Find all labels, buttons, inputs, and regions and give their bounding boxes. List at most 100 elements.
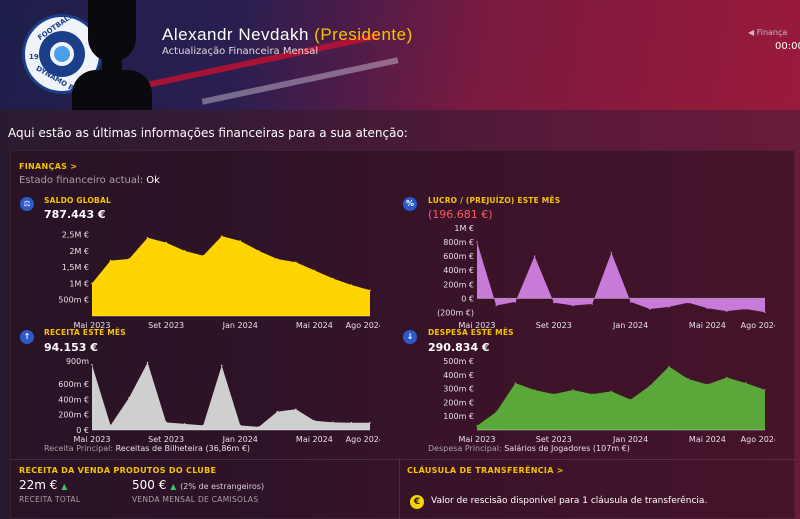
merch-total-amount: 22m € [19,478,58,492]
expense-down-icon: ↓ [403,330,417,344]
intro-text: Aqui estão as últimas informações financ… [8,126,408,140]
y-tick-label: 1M € [454,224,474,233]
euro-coin-icon: € [410,495,424,509]
data-point [572,389,574,391]
merch-revenue-heading: RECEITA DA VENDA PRODUTOS DO CLUBE [19,466,217,475]
data-point [764,311,766,314]
expense-chart[interactable]: 500m € 400m € 300m € 200m € 100m € Mai 2023 Se… [425,355,775,444]
series-area [92,236,370,316]
profit-value: (196.681 €) [428,208,493,221]
data-point [313,420,316,422]
x-tick-label: Mai 2023 [459,321,496,330]
data-point [202,254,204,257]
data-point [276,410,279,413]
y-tick-label: 0 € [76,426,89,435]
data-point [109,259,112,262]
data-point [553,393,555,395]
expense-label: DESPESA ESTE MÊS [428,328,514,337]
data-point [687,301,689,304]
data-point [91,364,93,366]
data-point [91,282,93,285]
profit-label: LUCRO / (PREJUÍZO) ESTE MÊS [428,196,561,205]
data-point [202,424,204,427]
x-tick-label: Mai 2024 [689,321,726,330]
data-point [369,289,371,292]
data-point [295,408,297,411]
data-point [146,361,149,364]
x-tick-label: Mai 2023 [459,435,496,444]
transfer-clause-text: Valor de rescisão disponível para 1 cláu… [431,496,708,506]
merch-monthly-amount: 500 € [132,478,167,492]
data-point [495,304,497,307]
x-tick-label: Set 2023 [536,321,572,330]
crest-year: 19 [29,53,39,61]
x-tick-label: Mai 2023 [74,321,111,330]
data-point [146,236,149,239]
data-point [764,389,766,391]
revenue-chart[interactable]: 900m 600m € 400m € 200m € 0 €Mai 2023 Set 202… [40,355,380,444]
data-point [239,240,242,242]
x-tick-label: Jan 2024 [612,321,648,330]
data-point [276,258,279,260]
balance-chart[interactable]: 2,5M € 2M € 1,5M € 1M € 500m € Mai 2023 Set 20… [40,222,380,330]
profit-loss-icon: % [403,197,417,211]
data-point [533,389,536,391]
finance-status-value: Ok [146,175,160,186]
finance-status-key: Estado financeiro actual: [19,175,144,186]
manager-avatar[interactable] [72,0,152,110]
data-point [476,241,478,243]
series-area [477,366,765,430]
data-point [165,241,167,244]
data-point [220,235,223,237]
column-divider [399,460,400,519]
manager-name[interactable]: Alexandr Nevdakh [162,25,309,44]
data-point [220,364,223,367]
y-tick-label: 0 € [461,294,474,303]
finances-link[interactable]: FINANÇAS > [19,162,78,171]
profit-chart[interactable]: 1M € 800m € 600m € 400m € 200m € 0 € (200m €) M… [425,222,775,330]
data-point [183,250,186,252]
data-point [350,421,353,424]
x-tick-label: Mai 2024 [689,435,726,444]
data-point [295,261,297,264]
manager-name-line[interactable]: Alexandr Nevdakh (Presidente) [162,25,413,45]
data-point [706,383,709,386]
data-point [649,385,651,387]
y-tick-label: 100m € [443,412,474,421]
tag-icon: ◀ [748,28,757,37]
y-tick-label: 500m € [443,357,474,366]
data-point [610,251,613,254]
finance-tag[interactable]: ◀ Finança [748,28,787,37]
merch-monthly-value: 500 € ▲ (2% de estrangeiros) [132,478,264,492]
data-point [514,382,517,384]
data-point [476,425,478,427]
y-tick-label: 600m € [58,380,89,389]
y-tick-label: (200m €) [437,308,474,317]
data-point [258,426,260,428]
avatar-head [88,0,136,62]
merch-total-value: 22m € ▲ [19,478,67,492]
y-tick-label: 800m € [443,238,474,247]
transfer-clause-link[interactable]: CLÁUSULA DE TRANSFERÊNCIA > [407,466,564,475]
revenue-value: 94.153 € [44,341,98,354]
x-tick-label: Set 2023 [148,435,184,444]
x-tick-label: Ago 2024 [741,435,775,444]
data-point [128,397,130,399]
finance-tag-label: Finança [756,28,788,37]
y-tick-label: 400m € [443,266,474,275]
data-point [313,269,316,272]
data-point [109,424,112,427]
up-arrow-icon: ▲ [61,482,68,491]
revenue-footnote-key: Receita Principal: [44,444,114,453]
manager-role: (Presidente) [314,25,413,44]
data-point [591,303,593,305]
y-tick-label: 900m [66,357,89,366]
merch-monthly-caption: VENDA MENSAL DE CAMISOLAS [132,495,259,504]
data-point [533,255,536,257]
merch-total-caption: RECEITA TOTAL [19,495,81,504]
data-point [629,398,632,401]
merch-monthly-note: (2% de estrangeiros) [180,482,265,491]
data-point [183,423,186,425]
data-point [745,308,747,310]
balance-label: SALDO GLOBAL [44,196,111,205]
